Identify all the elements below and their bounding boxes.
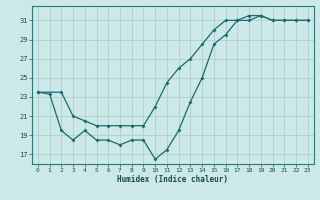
X-axis label: Humidex (Indice chaleur): Humidex (Indice chaleur) — [117, 175, 228, 184]
